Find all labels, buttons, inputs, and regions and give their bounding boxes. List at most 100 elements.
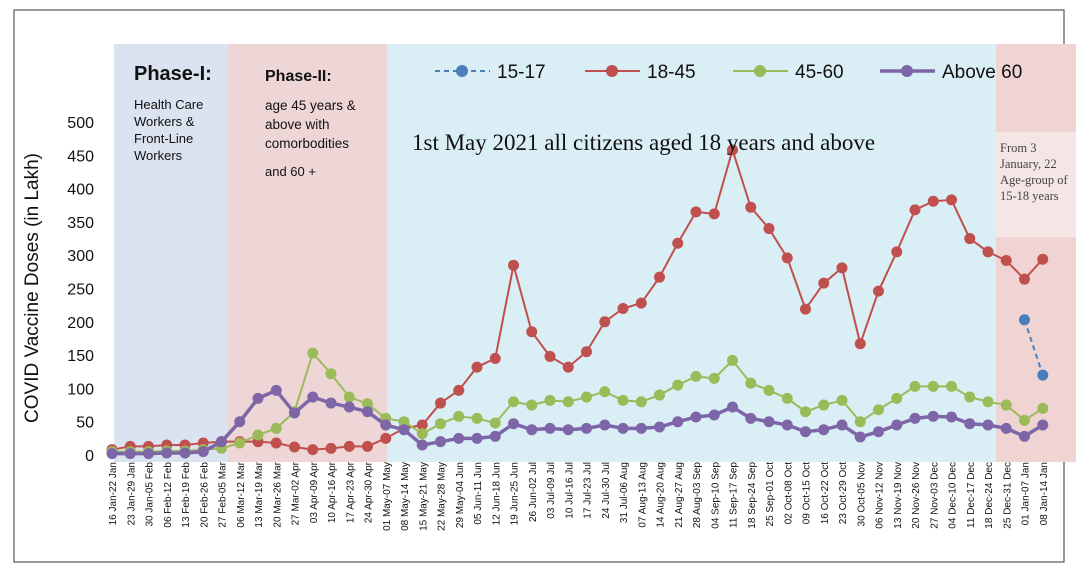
data-point <box>964 233 976 245</box>
data-point <box>1019 414 1030 426</box>
data-point <box>800 406 811 418</box>
x-tick-label: 16 Jan-22 Jan <box>108 462 119 525</box>
data-point <box>873 285 884 297</box>
data-point <box>818 424 830 436</box>
data-point <box>927 410 939 422</box>
data-point <box>946 194 957 206</box>
data-point <box>1019 273 1030 285</box>
data-point <box>690 206 702 218</box>
y-tick-label: 0 <box>85 448 94 465</box>
data-point <box>289 441 300 453</box>
x-tick-label: 20 Nov-26 Nov <box>911 462 922 529</box>
data-point <box>1019 314 1030 326</box>
data-point <box>836 419 848 431</box>
legend-label: 18-45 <box>647 62 696 83</box>
data-point <box>325 442 337 454</box>
data-point <box>435 418 446 430</box>
data-point <box>343 440 355 452</box>
data-point <box>982 396 994 408</box>
x-tick-label: 05 Jun-11 Jun <box>473 462 484 525</box>
legend-marker <box>456 65 468 77</box>
data-point <box>325 368 337 380</box>
data-point <box>471 412 483 424</box>
data-point <box>398 416 410 428</box>
x-tick-label: 15 May-21 May <box>418 462 429 531</box>
data-point <box>1037 253 1049 265</box>
data-point <box>763 223 775 235</box>
data-point <box>745 201 757 213</box>
data-point <box>891 392 903 404</box>
data-point <box>909 412 921 424</box>
x-tick-label: 02 Oct-08 Oct <box>783 462 794 524</box>
x-tick-label: 20 Mar-26 Mar <box>272 461 283 527</box>
data-point <box>544 422 556 434</box>
data-point <box>617 394 629 406</box>
data-point <box>1000 255 1012 267</box>
x-tick-label: 06 Nov-12 Nov <box>875 462 886 529</box>
y-tick-label: 400 <box>67 182 94 199</box>
data-point <box>143 448 154 460</box>
data-point <box>1037 419 1049 431</box>
data-point <box>435 397 446 409</box>
data-point <box>982 419 994 431</box>
data-point <box>690 370 702 382</box>
data-point <box>909 204 921 216</box>
phase2-region <box>228 44 387 462</box>
data-point <box>873 404 884 416</box>
y-tick-label: 200 <box>67 315 94 332</box>
x-tick-label: 26 Jun-02 Jul <box>528 462 539 522</box>
data-point <box>526 399 538 411</box>
data-point <box>672 237 684 249</box>
data-point <box>234 437 246 449</box>
y-tick-label: 150 <box>67 348 94 365</box>
data-point <box>708 409 720 421</box>
x-tick-label: 07 Aug-13 Aug <box>637 462 648 528</box>
legend-marker <box>606 65 618 77</box>
legend-label: 15-17 <box>497 62 546 83</box>
data-point <box>471 432 483 444</box>
data-point <box>781 252 793 264</box>
data-point <box>544 350 556 362</box>
y-tick-label: 250 <box>67 282 94 299</box>
data-point <box>380 419 392 431</box>
data-point <box>781 419 793 431</box>
data-point <box>562 424 574 436</box>
data-point <box>161 447 173 459</box>
data-point <box>526 326 538 338</box>
y-tick-label: 300 <box>67 248 94 265</box>
x-tick-label: 10 Apr-16 Apr <box>327 461 338 523</box>
data-point <box>362 440 373 452</box>
data-point <box>708 208 720 220</box>
data-point <box>362 398 373 410</box>
data-point <box>252 392 264 404</box>
data-point <box>270 437 282 449</box>
data-point <box>489 352 501 364</box>
phase1-region <box>114 44 228 462</box>
x-tick-label: 01 May-07 May <box>382 462 393 531</box>
data-point <box>891 246 903 258</box>
phase1-text: Health Care Workers & Front-Line Workers <box>134 97 204 163</box>
data-point <box>581 422 592 434</box>
data-point <box>909 380 921 392</box>
x-tick-label: 24 Jul-30 Jul <box>601 462 612 519</box>
x-tick-label: 03 Apr-09 Apr <box>309 461 320 523</box>
data-point <box>654 271 665 283</box>
data-point <box>435 436 446 448</box>
y-tick-label: 450 <box>67 148 94 165</box>
legend-marker <box>754 65 766 77</box>
data-point <box>781 392 793 404</box>
x-tick-label: 30 Oct-05 Nov <box>856 462 867 526</box>
data-point <box>672 416 684 428</box>
x-tick-label: 17 Jul-23 Jul <box>583 462 594 519</box>
legend-marker <box>901 65 913 77</box>
data-point <box>1037 402 1049 414</box>
data-point <box>599 386 611 398</box>
data-point <box>124 448 136 460</box>
data-point <box>453 384 465 396</box>
x-tick-label: 25 Dec-31 Dec <box>1002 462 1013 529</box>
data-point <box>1000 422 1012 434</box>
data-point <box>270 422 282 434</box>
legend-label: Above 60 <box>942 62 1022 83</box>
data-point <box>800 303 811 315</box>
